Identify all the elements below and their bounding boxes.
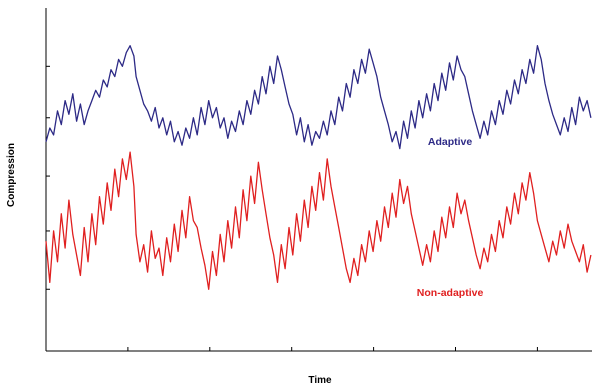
plot-area: Adaptive Non-adaptive: [45, 8, 592, 352]
series-label-adaptive: Adaptive: [428, 136, 473, 148]
series-labels: Adaptive Non-adaptive: [417, 136, 484, 299]
data-series: [45, 45, 592, 290]
y-axis-title: Compression: [6, 143, 17, 207]
x-axis-title: Time: [308, 375, 332, 386]
series-line-adaptive: [45, 45, 592, 150]
series-line-non-adaptive: [45, 151, 592, 290]
series-label-non-adaptive: Non-adaptive: [417, 287, 484, 299]
tick-marks: [46, 65, 538, 351]
